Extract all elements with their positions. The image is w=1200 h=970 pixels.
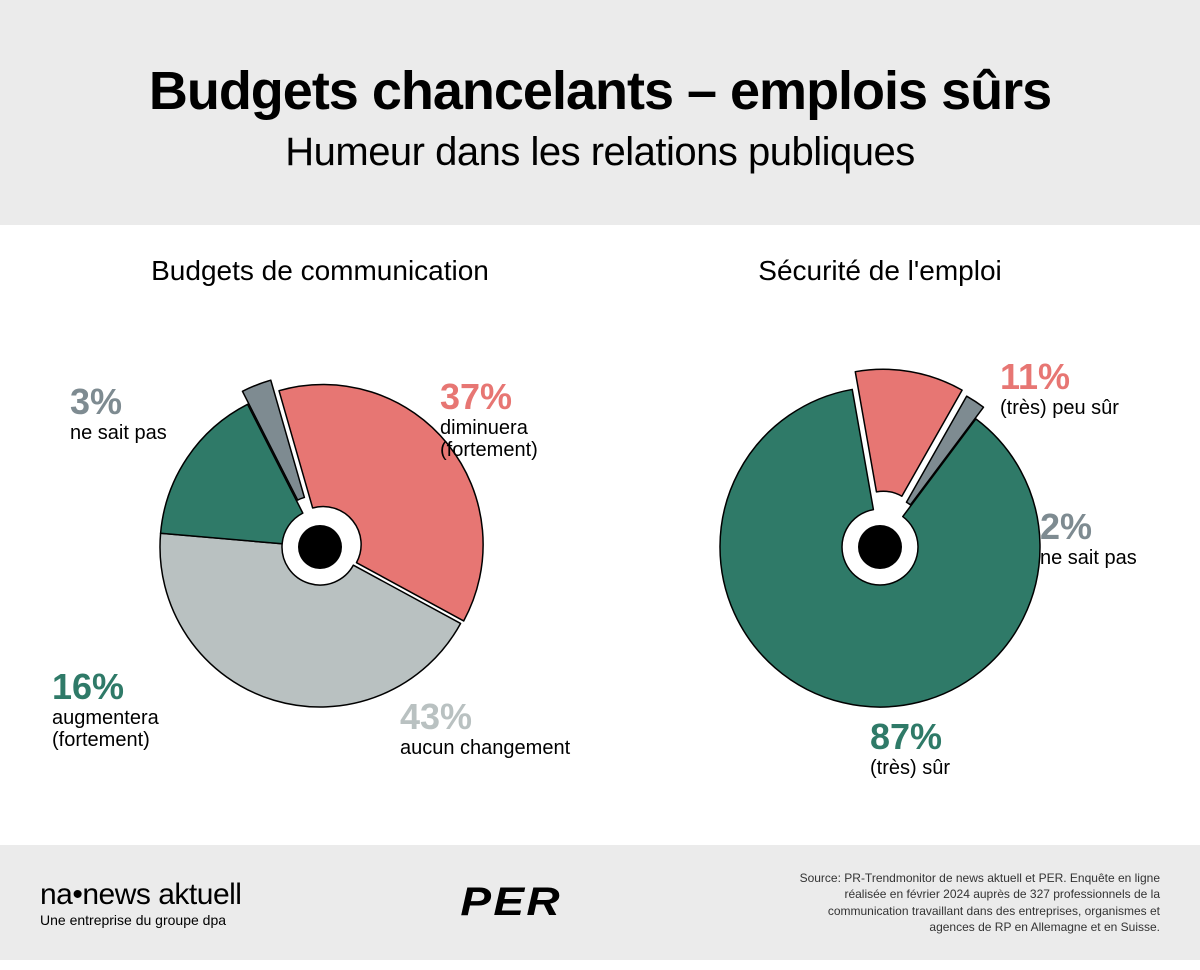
slice-label: 11%(très) peu sûr — [1000, 357, 1119, 419]
source-text: Source: PR-Trendmonitor de news aktuell … — [780, 870, 1160, 935]
slice-label: 37%diminuera(fortement) — [440, 377, 538, 461]
na-subtext: Une entreprise du groupe dpa — [40, 912, 241, 928]
chart-right: 11%(très) peu sûr2%ne sait pas87%(très) … — [600, 297, 1160, 797]
na-logo: na•news aktuell — [40, 878, 241, 912]
slice-label: 3%ne sait pas — [70, 382, 167, 444]
slice-desc: (très) peu sûr — [1000, 397, 1119, 419]
slice-label: 43%aucun changement — [400, 697, 570, 759]
slice-percent: 43% — [400, 697, 570, 737]
slice-percent: 3% — [70, 382, 167, 422]
chart-left-column: Budgets de communication 37%diminuera(fo… — [40, 255, 600, 825]
footer-band: na•news aktuell Une entreprise du groupe… — [0, 845, 1200, 960]
slice-desc: ne sait pas — [1040, 547, 1137, 569]
slice-label: 16%augmentera(fortement) — [52, 667, 159, 751]
chart-left-title: Budgets de communication — [40, 255, 600, 287]
per-logo: PER — [460, 880, 561, 925]
slice-desc: diminuera(fortement) — [440, 417, 538, 461]
chart-right-column: Sécurité de l'emploi 11%(très) peu sûr 2%… — [600, 255, 1160, 825]
slice-percent: 11% — [1000, 357, 1119, 397]
slice-percent: 87% — [870, 717, 950, 757]
slice-label: 87%(très) sûr — [870, 717, 950, 779]
center-dot — [858, 525, 902, 569]
slice-desc: aucun changement — [400, 737, 570, 759]
subtitle: Humeur dans les relations publiques — [40, 130, 1160, 175]
center-dot — [298, 525, 342, 569]
charts-area: Budgets de communication 37%diminuera(fo… — [0, 225, 1200, 845]
slice-label: 2%ne sait pas — [1040, 507, 1137, 569]
slice-percent: 2% — [1040, 507, 1137, 547]
main-title: Budgets chancelants – emplois sûrs — [40, 60, 1160, 122]
chart-right-title: Sécurité de l'emploi — [600, 255, 1160, 287]
chart-left: 37%diminuera(fortement) 43%aucun changeme… — [40, 297, 600, 797]
slice-desc: ne sait pas — [70, 422, 167, 444]
slice-desc: augmentera(fortement) — [52, 707, 159, 751]
slice-percent: 37% — [440, 377, 538, 417]
slice-percent: 16% — [52, 667, 159, 707]
footer-left: na•news aktuell Une entreprise du groupe… — [40, 878, 241, 928]
slice-desc: (très) sûr — [870, 757, 950, 779]
header-band: Budgets chancelants – emplois sûrs Humeu… — [0, 0, 1200, 225]
